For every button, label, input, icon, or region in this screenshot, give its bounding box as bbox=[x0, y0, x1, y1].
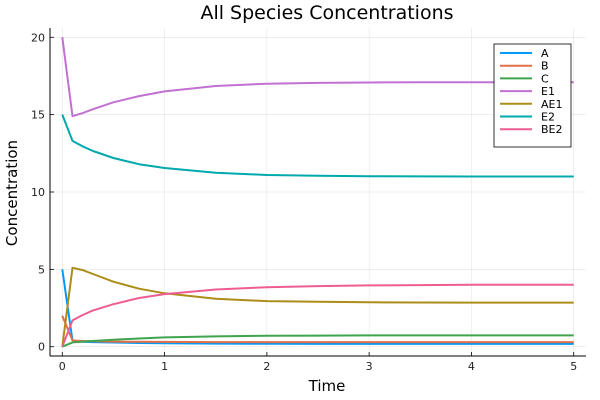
y-tick-label: 5 bbox=[38, 263, 45, 276]
series-line-e1 bbox=[61, 37, 574, 118]
series-line-be2 bbox=[61, 283, 574, 348]
x-tick-label: 3 bbox=[366, 360, 373, 373]
x-tick-label: 2 bbox=[263, 360, 270, 373]
y-tick-label: 0 bbox=[38, 341, 45, 354]
y-tick-label: 15 bbox=[31, 109, 45, 122]
axes bbox=[49, 28, 586, 357]
series-line-e2 bbox=[61, 114, 574, 178]
y-axis-label: Concentration bbox=[3, 140, 21, 246]
y-tick-label: 10 bbox=[31, 186, 45, 199]
legend-label: B bbox=[541, 60, 549, 73]
x-axis-label: Time bbox=[308, 377, 346, 395]
x-tick-label: 1 bbox=[161, 360, 168, 373]
y-tick-label: 20 bbox=[31, 31, 45, 44]
x-tick-label: 5 bbox=[570, 360, 577, 373]
series-lines bbox=[61, 37, 574, 348]
legend-label: C bbox=[541, 72, 549, 85]
legend-label: A bbox=[541, 47, 549, 60]
series-line-ae1 bbox=[61, 266, 574, 347]
legend-label: E1 bbox=[541, 85, 555, 98]
series-line-c bbox=[61, 334, 574, 348]
legend-label: BE2 bbox=[541, 123, 563, 136]
x-tick-label: 4 bbox=[468, 360, 475, 373]
chart-title: All Species Concentrations bbox=[200, 2, 453, 24]
legend-label: E2 bbox=[541, 111, 555, 124]
legend-label: AE1 bbox=[541, 98, 562, 111]
tick-labels: 0 1 2 3 4 5 0 5 10 15 20 bbox=[31, 31, 577, 373]
x-tick-label: 0 bbox=[59, 360, 66, 373]
legend-box bbox=[493, 43, 572, 148]
